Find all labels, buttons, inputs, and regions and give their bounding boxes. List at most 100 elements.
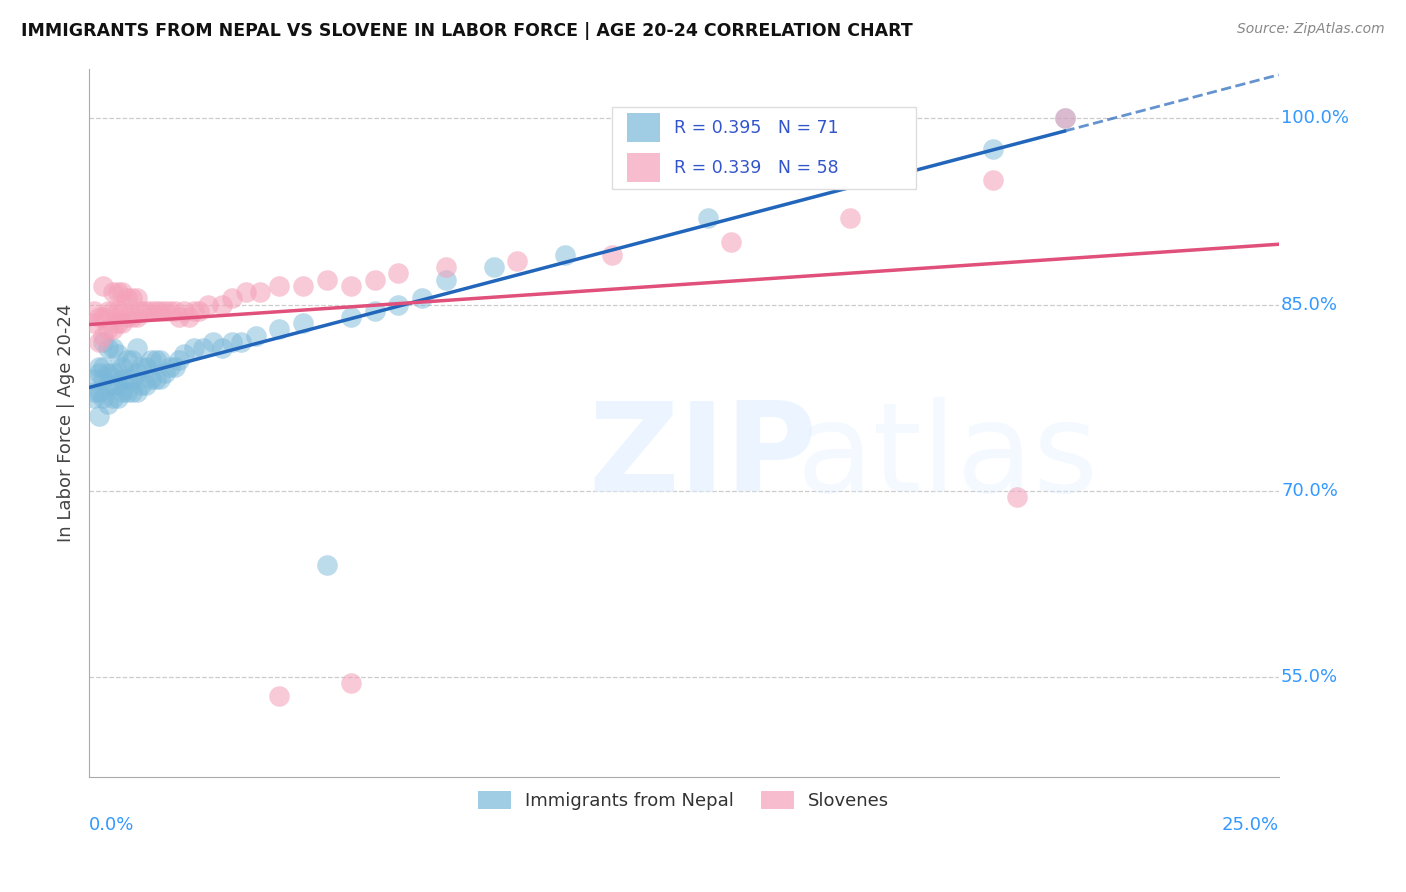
Point (107, 285, 129, 300)
Point (101, 285, 124, 300)
Point (125, 291, 148, 305)
Point (339, 676, 361, 690)
Point (97, 303, 120, 318)
Point (145, 353, 167, 368)
Text: 70.0%: 70.0% (1281, 482, 1339, 500)
Point (153, 303, 176, 318)
Point (101, 391, 124, 405)
Point (111, 316, 134, 330)
Point (125, 366, 148, 380)
Point (211, 341, 233, 355)
Point (111, 384, 134, 399)
Point (125, 310, 148, 324)
Point (107, 316, 129, 330)
Point (111, 359, 134, 374)
Point (139, 353, 162, 368)
Point (411, 291, 433, 305)
Point (221, 291, 243, 305)
Point (163, 359, 186, 374)
Point (115, 372, 138, 386)
Point (97, 322, 120, 336)
Point (115, 384, 138, 399)
Point (93, 310, 115, 324)
Point (696, 211, 718, 225)
Point (111, 303, 134, 318)
Point (107, 347, 129, 361)
Point (197, 297, 219, 311)
Point (163, 303, 186, 318)
Point (87, 310, 110, 324)
Point (235, 285, 257, 300)
Point (101, 378, 124, 392)
Point (139, 303, 162, 318)
Point (87, 384, 110, 399)
Point (93, 279, 115, 293)
Point (269, 279, 291, 293)
Point (221, 334, 243, 349)
Point (97, 341, 120, 355)
Point (173, 347, 195, 361)
Text: R = 0.395   N = 71: R = 0.395 N = 71 (675, 119, 839, 136)
Point (339, 310, 361, 324)
Point (159, 359, 181, 374)
Point (135, 303, 157, 318)
Point (720, 235, 742, 250)
Point (139, 372, 162, 386)
Point (107, 391, 129, 405)
Point (201, 334, 224, 349)
Point (83, 384, 105, 399)
Point (131, 359, 153, 374)
Point (93, 372, 115, 386)
Point (121, 353, 143, 368)
Point (83, 303, 105, 318)
Point (107, 303, 129, 318)
Point (339, 279, 361, 293)
Point (245, 328, 267, 343)
Text: Source: ZipAtlas.com: Source: ZipAtlas.com (1237, 22, 1385, 37)
Point (839, 211, 862, 225)
Point (981, 142, 1004, 156)
Text: ZIP: ZIP (589, 398, 817, 518)
Point (193, 341, 215, 355)
Y-axis label: In Labor Force | Age 20-24: In Labor Force | Age 20-24 (58, 303, 75, 541)
Point (101, 322, 124, 336)
Point (183, 303, 205, 318)
Point (93, 334, 115, 349)
Point (115, 310, 138, 324)
Point (159, 303, 181, 318)
Point (145, 372, 167, 386)
Point (434, 273, 457, 287)
Point (83, 372, 105, 386)
Point (83, 391, 105, 405)
Point (125, 384, 148, 399)
Point (125, 341, 148, 355)
Point (135, 378, 157, 392)
Point (149, 372, 172, 386)
Point (211, 297, 233, 311)
Point (111, 372, 134, 386)
Point (87, 334, 110, 349)
Point (363, 273, 385, 287)
Point (981, 173, 1004, 187)
Point (107, 378, 129, 392)
Point (97, 366, 120, 380)
Point (93, 391, 115, 405)
Point (387, 267, 409, 281)
Point (93, 328, 115, 343)
Point (111, 285, 134, 300)
Point (115, 353, 138, 368)
Point (87, 359, 110, 374)
Point (269, 689, 291, 703)
Point (149, 303, 172, 318)
Point (249, 285, 271, 300)
Text: 55.0%: 55.0% (1281, 668, 1339, 686)
Point (177, 310, 200, 324)
Point (434, 260, 457, 275)
Point (1053, 112, 1076, 126)
Legend: Immigrants from Nepal, Slovenes: Immigrants from Nepal, Slovenes (471, 783, 897, 817)
Bar (627, 153, 659, 182)
Point (506, 254, 529, 268)
Point (387, 297, 409, 311)
Point (87, 366, 110, 380)
Point (121, 384, 143, 399)
